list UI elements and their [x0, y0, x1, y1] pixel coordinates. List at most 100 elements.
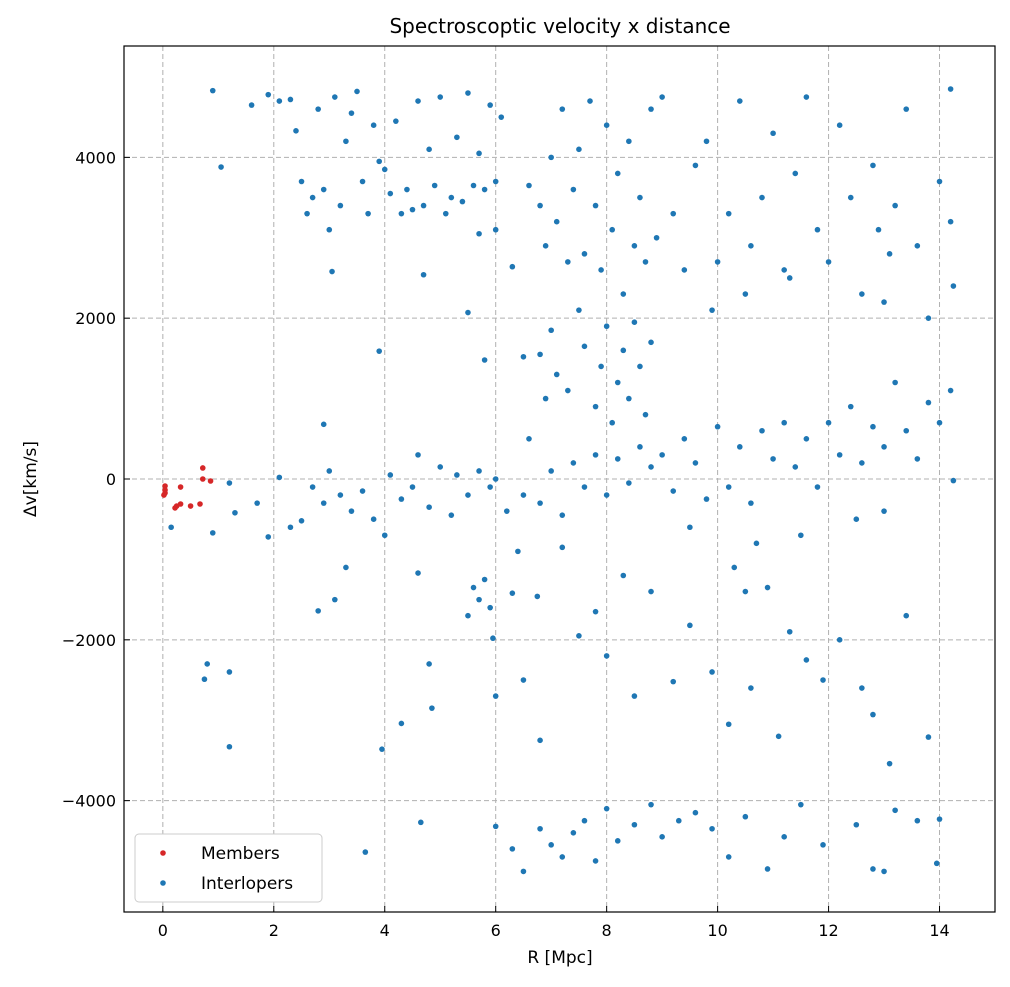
- interlopers-point: [881, 508, 887, 514]
- interlopers-point: [534, 593, 541, 600]
- interlopers-point: [381, 532, 388, 539]
- interlopers-point: [925, 315, 932, 321]
- interlopers-point: [576, 307, 582, 313]
- interlopers-point: [201, 676, 208, 683]
- interlopers-point: [881, 868, 887, 875]
- interlopers-point: [454, 472, 460, 478]
- interlopers-point: [420, 271, 427, 278]
- interlopers-point: [520, 868, 527, 875]
- interlopers-point: [431, 182, 438, 189]
- interlopers-point: [209, 530, 216, 536]
- interlopers-point: [847, 403, 854, 410]
- interlopers-point: [254, 500, 260, 506]
- interlopers-point: [642, 259, 649, 265]
- interlopers-point: [548, 154, 554, 161]
- x-tick-label: 14: [929, 921, 949, 940]
- interlopers-point: [442, 210, 449, 217]
- interlopers-point: [637, 444, 643, 450]
- interlopers-point: [950, 283, 957, 289]
- interlopers-point: [592, 452, 599, 458]
- y-tick-label: −2000: [62, 631, 116, 650]
- interlopers-point: [487, 102, 493, 108]
- interlopers-point: [329, 268, 335, 275]
- interlopers-point: [448, 194, 455, 201]
- interlopers-point: [759, 427, 765, 434]
- interlopers-point: [714, 423, 721, 430]
- interlopers-point: [548, 842, 554, 848]
- interlopers-point: [737, 98, 743, 104]
- interlopers-point: [459, 198, 466, 205]
- interlopers-point: [481, 186, 488, 193]
- interlopers-point: [309, 484, 316, 490]
- interlopers-point: [320, 500, 327, 506]
- interlopers-point: [387, 190, 394, 197]
- x-tick-label: 0: [158, 921, 168, 940]
- interlopers-point: [429, 705, 435, 711]
- y-axis-label: Δv[km/s]: [21, 441, 41, 517]
- interlopers-point: [570, 460, 577, 466]
- interlopers-point: [659, 834, 665, 840]
- interlopers-point: [681, 267, 688, 273]
- interlopers-point: [168, 524, 174, 531]
- interlopers-point: [553, 371, 560, 378]
- interlopers-point: [933, 860, 940, 867]
- interlopers-point: [376, 158, 382, 165]
- interlopers-point: [418, 819, 424, 826]
- y-tick-label: −4000: [62, 792, 116, 811]
- interlopers-point: [781, 834, 787, 840]
- interlopers-point: [548, 327, 554, 334]
- interlopers-point: [553, 218, 560, 225]
- interlopers-point: [565, 259, 571, 265]
- interlopers-point: [481, 576, 488, 583]
- interlopers-point: [947, 387, 954, 394]
- interlopers-point: [398, 496, 405, 502]
- legend-label-interlopers: Interlopers: [201, 874, 293, 894]
- interlopers-point: [859, 291, 865, 297]
- interlopers-point: [379, 746, 385, 752]
- interlopers-point: [315, 106, 321, 112]
- interlopers-point: [814, 484, 821, 490]
- interlopers-point: [559, 512, 566, 518]
- interlopers-point: [537, 202, 543, 209]
- members-point: [177, 501, 184, 507]
- interlopers-point: [614, 379, 621, 386]
- interlopers-point: [703, 138, 710, 145]
- interlopers-point: [892, 202, 898, 209]
- interlopers-point: [326, 468, 333, 474]
- legend-box: [134, 833, 323, 903]
- interlopers-point: [687, 622, 693, 629]
- interlopers-point: [337, 492, 344, 498]
- interlopers-point: [559, 854, 566, 860]
- interlopers-point: [276, 474, 283, 481]
- members-point: [207, 478, 214, 484]
- x-tick-label: 10: [707, 921, 727, 940]
- members-point: [162, 483, 168, 489]
- interlopers-point: [737, 444, 743, 450]
- interlopers-point: [476, 596, 482, 603]
- interlopers-point: [476, 230, 482, 237]
- interlopers-point: [359, 488, 366, 494]
- interlopers-point: [798, 532, 804, 539]
- interlopers-point: [581, 817, 588, 824]
- interlopers-point: [725, 854, 732, 860]
- interlopers-point: [226, 480, 233, 486]
- interlopers-point: [881, 444, 887, 450]
- members-point: [162, 490, 168, 496]
- interlopers-point: [265, 534, 272, 540]
- interlopers-point: [218, 164, 224, 170]
- interlopers-point: [803, 94, 810, 100]
- interlopers-point: [343, 564, 349, 571]
- interlopers-point: [404, 186, 410, 193]
- interlopers-point: [770, 456, 776, 462]
- interlopers-point: [692, 809, 699, 816]
- interlopers-point: [903, 427, 910, 434]
- interlopers-point: [492, 476, 499, 482]
- interlopers-point: [454, 134, 460, 141]
- interlopers-point: [565, 387, 571, 394]
- interlopers-point: [631, 243, 638, 249]
- interlopers-point: [725, 484, 732, 490]
- interlopers-point: [714, 259, 721, 265]
- interlopers-point: [886, 760, 893, 767]
- interlopers-point: [731, 564, 738, 571]
- interlopers-point: [526, 182, 532, 189]
